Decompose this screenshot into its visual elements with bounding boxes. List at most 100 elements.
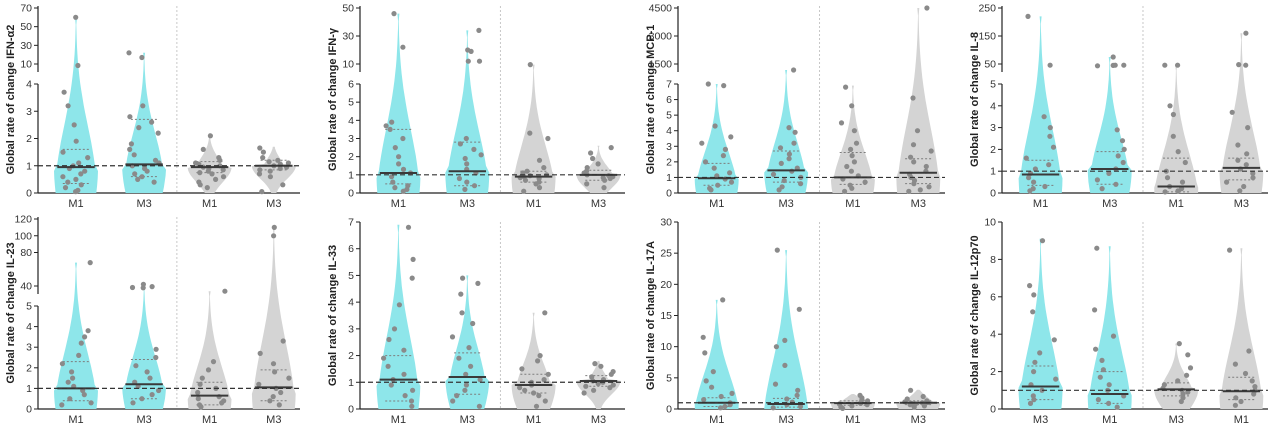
data-point: [911, 159, 917, 165]
data-point: [468, 48, 474, 55]
violin-gray: [896, 389, 941, 409]
y-tick-label: 30: [660, 217, 672, 229]
data-point: [851, 159, 858, 165]
x-category-label: M1: [709, 198, 724, 210]
violin-gray: [830, 85, 875, 193]
data-point: [409, 403, 415, 409]
data-point: [126, 50, 132, 56]
y-tick-label: 10: [984, 217, 996, 229]
data-point: [598, 363, 604, 369]
x-category-label: M1: [1169, 198, 1184, 210]
y-tick-label: 4: [990, 100, 996, 112]
data-point: [75, 62, 81, 69]
y-tick-label: 2: [348, 350, 354, 362]
y-tick-label: 15: [660, 310, 672, 322]
y-axis-label: Global rate of change IFN-α2: [5, 25, 17, 175]
y-tick-label: 0: [348, 188, 354, 200]
violin-cyan: [1087, 57, 1132, 193]
data-point: [1026, 175, 1032, 181]
data-point: [1175, 378, 1181, 384]
violin-cyan: [376, 224, 421, 409]
data-point: [1106, 382, 1112, 388]
data-point: [1097, 374, 1103, 380]
y-tick-label: 100: [14, 230, 32, 242]
x-category-label: M3: [136, 198, 151, 210]
data-point: [590, 155, 596, 162]
data-point: [1032, 359, 1038, 365]
y-tick-label: 4: [666, 125, 672, 137]
data-point: [1232, 361, 1238, 367]
data-point: [720, 297, 726, 303]
data-point: [794, 165, 800, 171]
data-point: [462, 186, 468, 192]
y-axis-label: Global rate of change IL-33: [327, 245, 339, 386]
data-point: [454, 393, 460, 399]
data-point: [1047, 125, 1053, 131]
data-point: [276, 402, 282, 408]
data-point: [541, 377, 547, 383]
data-point: [71, 122, 77, 128]
data-point: [840, 405, 846, 411]
data-point: [517, 385, 523, 391]
data-point: [1023, 155, 1029, 161]
data-point: [78, 182, 84, 188]
panel-3: 0 1 2 3 4 5 6 7 1500 3000 4500 Global rate of chang…: [645, 3, 945, 210]
data-point: [149, 392, 155, 398]
y-tick-label: 5: [348, 270, 354, 282]
data-point: [770, 171, 777, 177]
x-category-label: M1: [202, 198, 217, 210]
y-tick-label: 1500: [649, 59, 673, 71]
data-point: [1170, 133, 1176, 139]
data-point: [908, 154, 914, 160]
data-point: [536, 393, 542, 399]
data-point: [462, 387, 468, 393]
data-point: [73, 14, 79, 20]
data-point: [607, 385, 613, 391]
data-point: [267, 398, 273, 404]
data-point: [791, 67, 797, 73]
violin-cyan: [764, 70, 809, 193]
data-point: [271, 233, 277, 239]
y-tick-label: 8: [990, 254, 996, 266]
data-point: [152, 157, 159, 163]
data-point: [210, 359, 217, 365]
data-point: [781, 177, 787, 184]
y-tick-label: 1: [348, 377, 354, 389]
data-point: [462, 155, 468, 162]
y-tick-label: 5: [26, 301, 32, 313]
data-point: [848, 146, 854, 152]
x-category-label: M3: [591, 414, 606, 426]
y-tick-label: 2: [26, 133, 32, 145]
data-point: [701, 397, 707, 403]
violin-gray: [187, 291, 232, 409]
y-tick-label: 50: [20, 21, 32, 33]
y-tick-label: 70: [20, 3, 32, 15]
data-point: [584, 181, 590, 187]
data-point: [1121, 62, 1127, 68]
y-tick-label: 0: [666, 188, 672, 200]
data-point: [1031, 179, 1037, 185]
data-point: [204, 185, 210, 191]
violin-gray: [1154, 65, 1199, 193]
data-point: [73, 176, 79, 182]
data-point: [476, 27, 482, 33]
x-category-label: M3: [911, 198, 926, 210]
data-point: [1235, 142, 1241, 148]
data-point: [910, 142, 917, 148]
data-point: [1176, 341, 1182, 347]
y-tick-label: 20: [660, 279, 672, 291]
data-point: [533, 403, 540, 409]
data-point: [73, 138, 79, 144]
data-point: [1030, 309, 1036, 315]
data-point: [1162, 62, 1168, 68]
data-point: [728, 179, 735, 185]
y-tick-label: 30: [342, 31, 354, 43]
data-point: [135, 176, 141, 182]
data-point: [1121, 146, 1127, 152]
data-point: [1246, 348, 1252, 354]
data-point: [914, 128, 921, 134]
x-category-label: M1: [709, 414, 724, 426]
violin-gray: [511, 64, 556, 193]
data-point: [256, 171, 263, 177]
data-point: [1249, 378, 1255, 384]
